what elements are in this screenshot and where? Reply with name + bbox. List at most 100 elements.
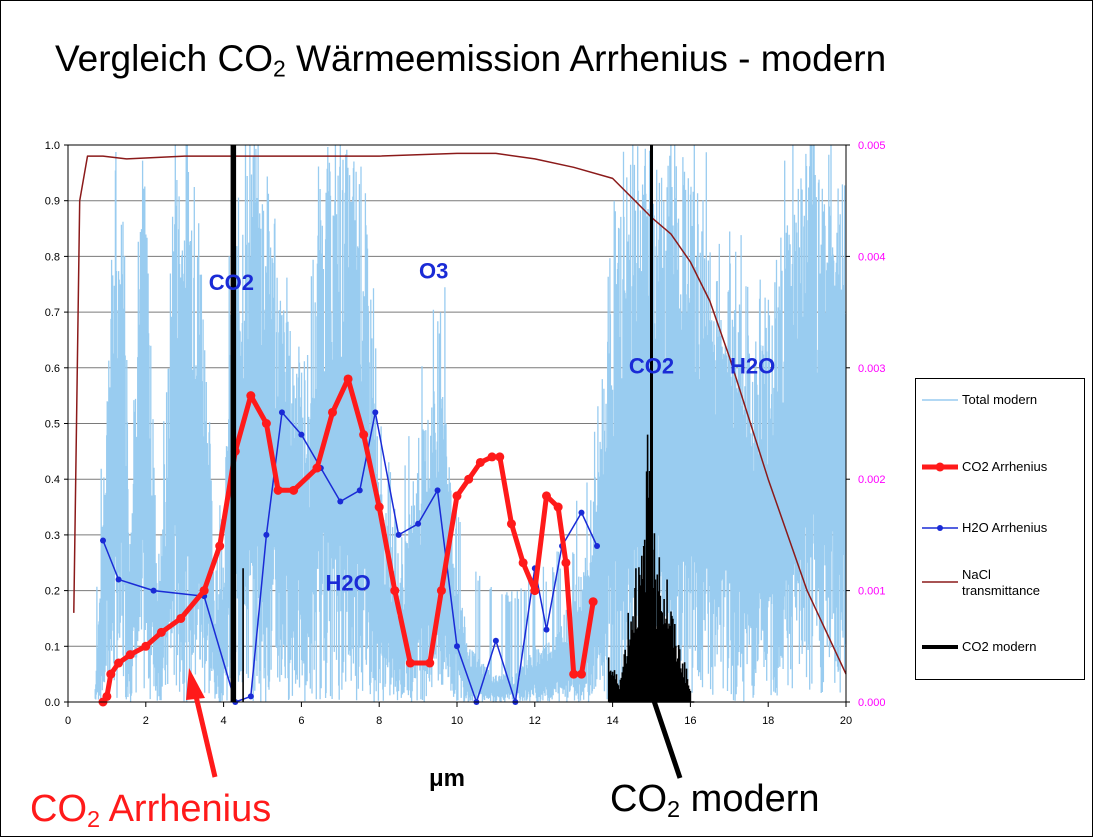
x-tick-label: 18: [762, 715, 774, 727]
data-point-co2-arrhenius: [176, 613, 186, 623]
legend-label: Total modern: [962, 392, 1038, 407]
data-point-co2-arrhenius: [518, 558, 528, 568]
x-tick-label: 4: [221, 715, 227, 727]
series-line-co2-modern: [230, 145, 695, 703]
data-point-co2-arrhenius: [588, 597, 598, 607]
y-tick-label: 1.0: [45, 140, 60, 152]
y-tick-label: 0.0: [45, 697, 60, 709]
y-tick-label: 0.9: [45, 196, 60, 208]
chart-title: Vergleich CO2 Wärmeemission Arrhenius - …: [55, 38, 887, 82]
y2-tick-label: 0.000: [858, 697, 886, 709]
x-tick-label: 20: [840, 715, 852, 727]
data-point-co2-arrhenius: [569, 669, 579, 679]
data-point-co2-arrhenius: [199, 586, 209, 596]
x-tick-label: 0: [65, 715, 71, 727]
data-point-h2o-arrhenius: [298, 431, 305, 438]
data-point-co2-arrhenius: [343, 374, 353, 384]
data-point-h2o-arrhenius: [372, 409, 379, 416]
data-point-h2o-arrhenius: [337, 498, 344, 505]
legend-item: CO2 Arrhenius: [916, 454, 1086, 484]
series-total-modern: [94, 145, 847, 702]
data-point-co2-arrhenius: [246, 391, 256, 401]
x-tick-label: 14: [606, 715, 618, 727]
legend-swatch: [922, 462, 958, 472]
y2-tick-label: 0.003: [858, 363, 886, 375]
y2-tick-label: 0.002: [858, 474, 886, 486]
legend-item: H2O Arrhenius: [916, 515, 1086, 545]
band-label: H2O: [325, 571, 370, 596]
data-point-co2-arrhenius: [487, 452, 497, 462]
data-point-h2o-arrhenius: [434, 487, 441, 494]
legend-item: NaCl transmittance: [916, 567, 1086, 599]
y-tick-label: 0.2: [45, 586, 60, 598]
legend-swatch: [922, 645, 958, 649]
band-label: CO2: [209, 270, 254, 295]
legend-label: CO2 modern: [962, 639, 1037, 654]
y-tick-label: 0.4: [45, 474, 60, 486]
legend-swatch: [922, 525, 958, 531]
data-point-co2-arrhenius: [289, 485, 299, 495]
x-tick-label: 10: [451, 715, 463, 727]
data-point-co2-arrhenius: [405, 658, 415, 668]
data-point-h2o-arrhenius: [278, 409, 285, 416]
y-tick-label: 0.6: [45, 363, 60, 375]
data-point-co2-arrhenius: [125, 650, 135, 660]
data-point-co2-arrhenius: [541, 491, 551, 501]
band-label: CO2: [629, 353, 674, 378]
data-point-h2o-arrhenius: [594, 543, 601, 550]
data-point-co2-arrhenius: [553, 502, 563, 512]
data-point-co2-arrhenius: [215, 541, 225, 551]
data-point-co2-arrhenius: [114, 658, 124, 668]
data-point-co2-arrhenius: [156, 627, 166, 637]
x-tick-label: 16: [684, 715, 696, 727]
data-point-co2-arrhenius: [273, 485, 283, 495]
data-point-h2o-arrhenius: [395, 531, 402, 538]
legend-label: NaCl transmittance: [962, 567, 1041, 598]
data-point-co2-arrhenius: [328, 407, 338, 417]
legend: Total modern CO2 Arrhenius H2O Arrhenius Na…: [915, 378, 1085, 680]
y-tick-label: 0.8: [45, 251, 60, 263]
data-point-co2-arrhenius: [530, 586, 540, 596]
series-line-nacl-transmittance: [73, 152, 847, 675]
data-point-co2-arrhenius: [561, 558, 571, 568]
data-point-co2-arrhenius: [141, 641, 151, 651]
series-line-total-modern: [94, 145, 847, 702]
legend-swatch: [922, 581, 958, 583]
axes: 0.0 0.1 0.2 0.3 0.4 0.5 0.6 0.7 0.8 0.9 1.0 0.000 0.…: [45, 140, 886, 727]
legend-label: H2O Arrhenius: [962, 520, 1048, 535]
data-point-co2-arrhenius: [312, 463, 322, 473]
legend-item: Total modern: [916, 387, 1086, 417]
y2-tick-label: 0.004: [858, 251, 886, 263]
x-tick-label: 6: [298, 715, 304, 727]
band-labels: CO2 O3 CO2 H2O H2O: [209, 259, 776, 596]
data-point-co2-arrhenius: [475, 457, 485, 467]
data-point-h2o-arrhenius: [247, 693, 254, 700]
data-point-co2-arrhenius: [452, 491, 462, 501]
data-point-h2o-arrhenius: [356, 487, 363, 494]
y-tick-label: 0.1: [45, 641, 60, 653]
series-nacl-transmittance: [73, 152, 847, 675]
data-point-co2-arrhenius: [576, 669, 586, 679]
data-point-h2o-arrhenius: [115, 576, 122, 583]
data-point-co2-arrhenius: [261, 419, 271, 428]
band-label: H2O: [730, 353, 775, 378]
arrhenius-arrow-shaft: [192, 691, 218, 778]
y-tick-label: 0.5: [45, 419, 60, 431]
legend-swatch: [922, 399, 958, 401]
data-point-h2o-arrhenius: [415, 520, 422, 527]
data-point-co2-arrhenius: [436, 586, 446, 596]
data-point-h2o-arrhenius: [492, 637, 499, 644]
plot-border: [67, 144, 847, 703]
modern-arrow-head: [642, 670, 661, 701]
data-point-h2o-arrhenius: [150, 587, 157, 594]
y2-tick-label: 0.005: [858, 140, 886, 152]
series-co2-arrhenius: [98, 374, 598, 707]
band-label: O3: [419, 259, 448, 284]
data-point-h2o-arrhenius: [454, 643, 460, 650]
legend-label: CO2 Arrhenius: [962, 459, 1048, 474]
data-point-co2-arrhenius: [495, 452, 505, 462]
x-tick-label: 2: [143, 715, 149, 727]
data-point-co2-arrhenius: [106, 669, 116, 679]
co2-arrhenius-annotation: CO2 Arrhenius: [30, 788, 272, 832]
